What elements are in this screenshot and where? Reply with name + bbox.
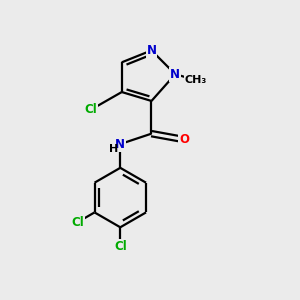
Text: H: H	[109, 144, 119, 154]
Text: Cl: Cl	[114, 240, 127, 253]
Text: CH₃: CH₃	[185, 75, 207, 85]
Text: N: N	[146, 44, 157, 57]
Text: O: O	[179, 133, 189, 146]
Text: Cl: Cl	[84, 103, 97, 116]
Text: N: N	[115, 138, 125, 151]
Text: N: N	[170, 68, 180, 81]
Text: Cl: Cl	[71, 216, 84, 229]
